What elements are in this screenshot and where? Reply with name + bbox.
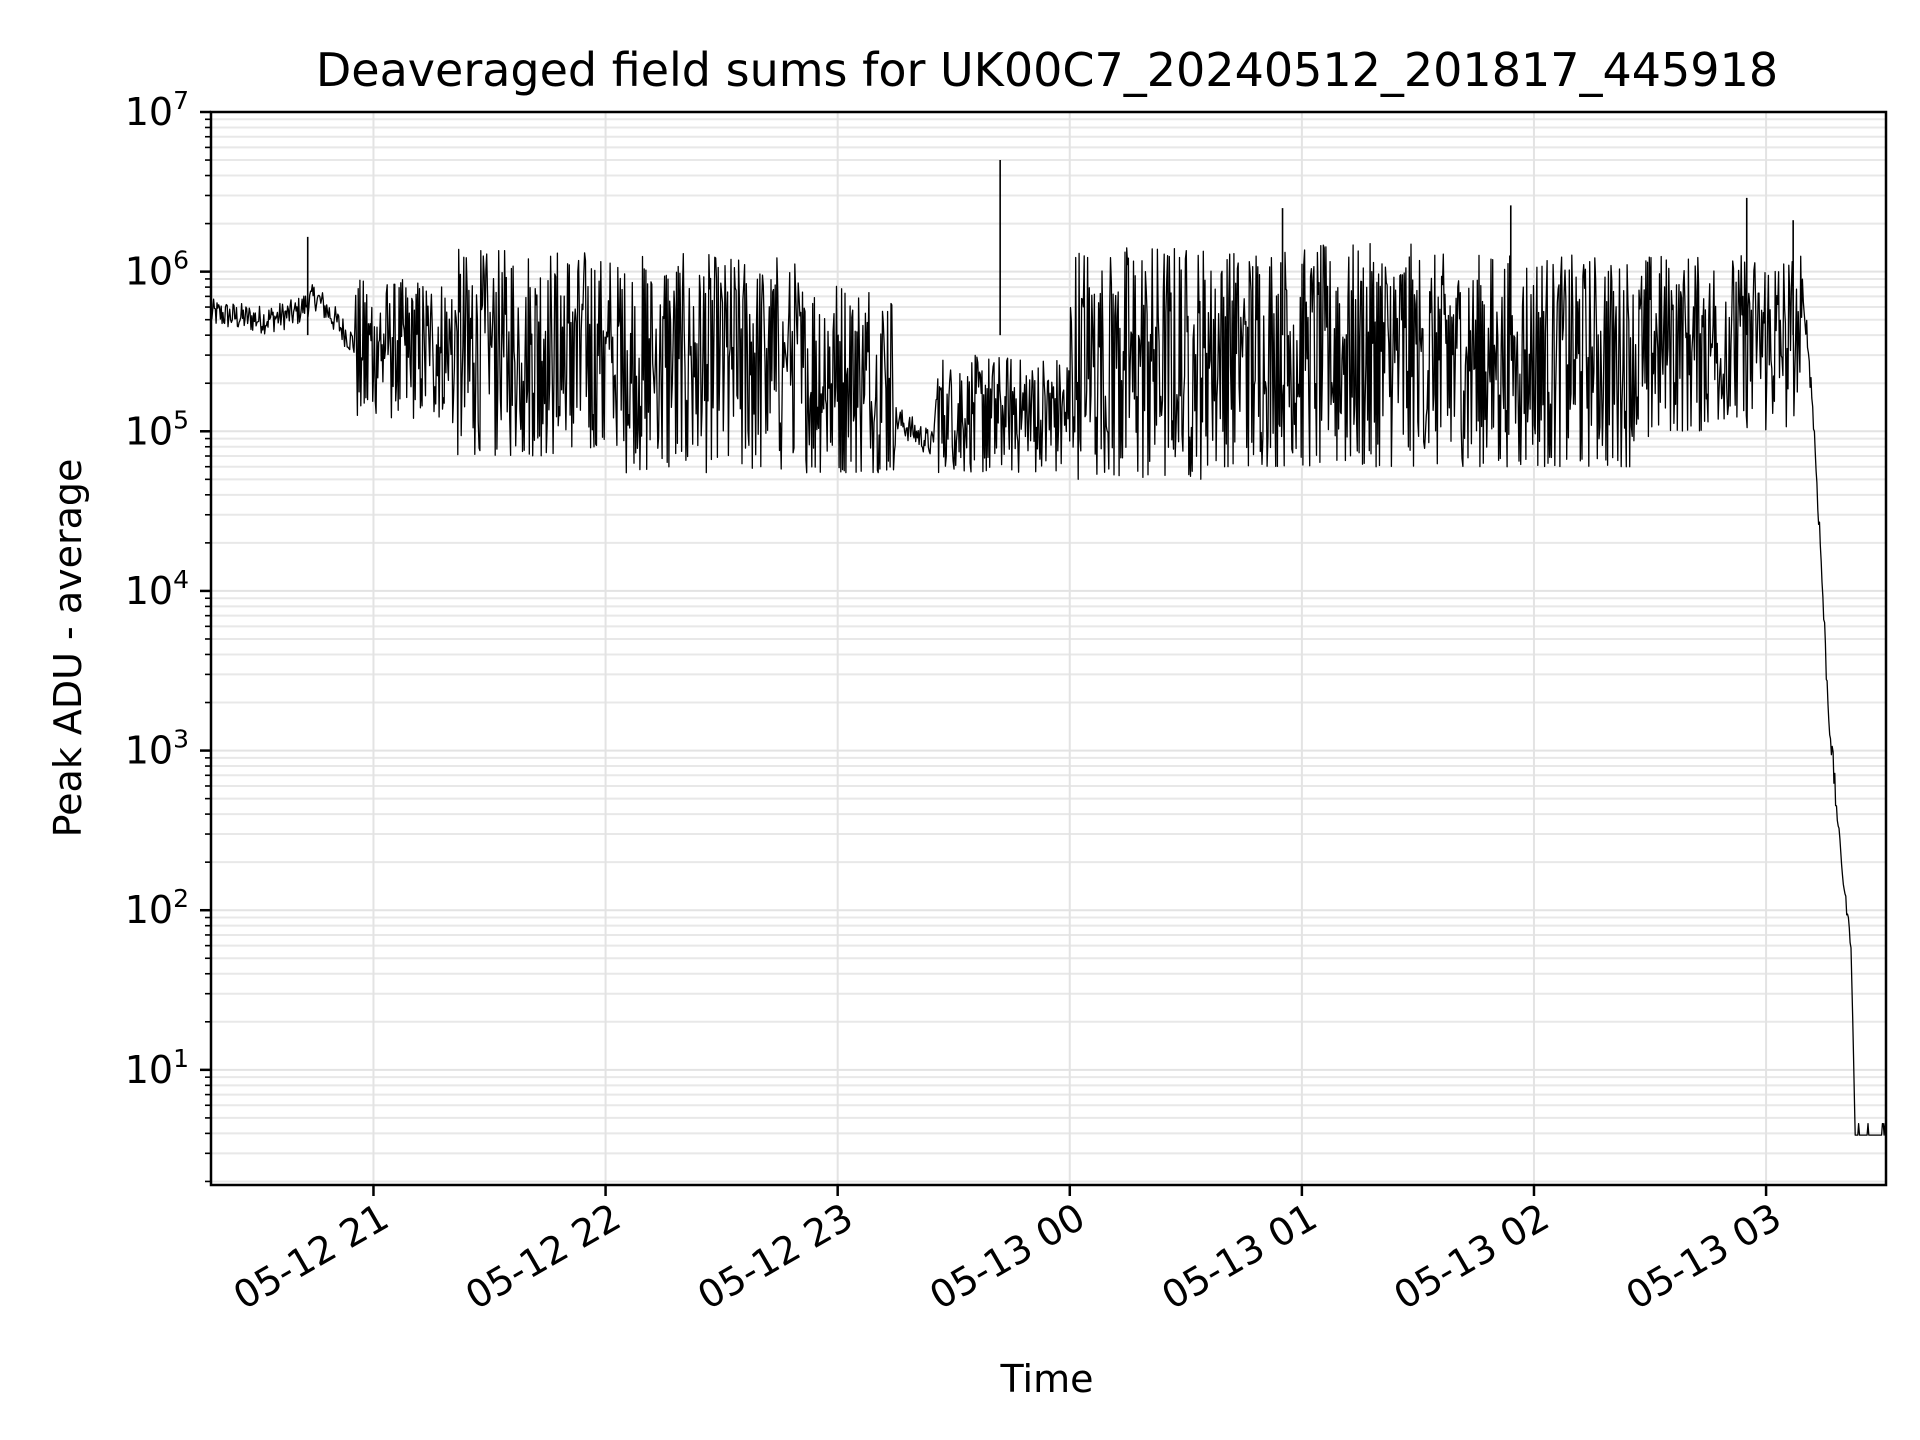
y-tick-label: 107 [125,86,189,134]
series-line [210,242,1886,1136]
x-axis-label: Time [1000,1357,1094,1401]
y-tick-label: 101 [125,1044,189,1092]
series-line-group [210,160,1886,1136]
chart-title: Deaveraged field sums for UK00C7_2024051… [316,43,1778,97]
y-axis: 101 102 103 104 105 106 107 [125,86,211,1183]
plot-frame [209,110,1888,1187]
y-tick-label: 102 [125,884,189,932]
y-tick-label: 103 [125,725,189,773]
y-tick-label: 104 [125,565,189,613]
y-axis-label: Peak ADU - average [46,459,90,838]
y-tick-label: 105 [125,405,189,453]
y-tick-label: 106 [125,246,189,294]
